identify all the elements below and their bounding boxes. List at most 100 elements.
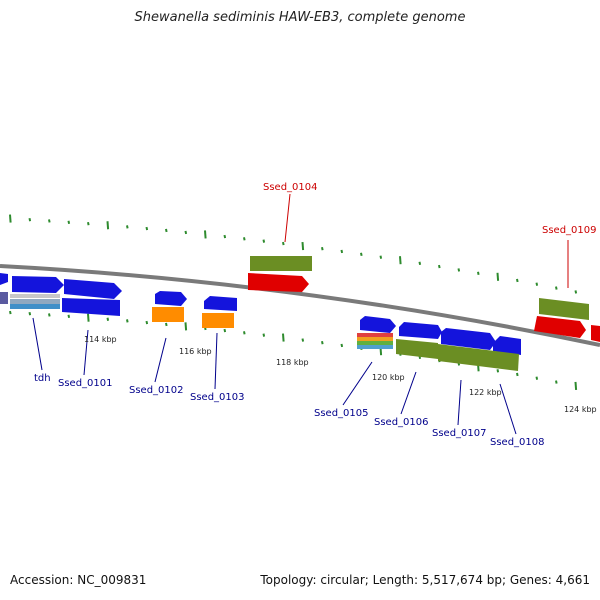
minor-tick xyxy=(165,228,168,233)
cds-feature[interactable] xyxy=(0,273,8,285)
major-tick xyxy=(106,221,110,230)
major-tick xyxy=(399,256,402,265)
minor-tick xyxy=(340,343,344,348)
orange-feature[interactable] xyxy=(202,313,234,328)
minor-tick xyxy=(457,268,461,272)
minor-tick xyxy=(321,341,324,345)
genome-backbone xyxy=(0,264,600,347)
label-connectors xyxy=(32,193,569,435)
cds-feature[interactable] xyxy=(62,298,120,316)
tick-label: 122 kbp xyxy=(469,388,502,397)
gene-label-ssed-0109[interactable]: Ssed_0109 xyxy=(542,225,597,236)
olive-feature[interactable] xyxy=(438,344,519,371)
genome-summary-text: Topology: circular; Length: 5,517,674 bp… xyxy=(260,573,590,587)
minor-tick xyxy=(301,338,305,342)
minor-tick xyxy=(145,320,149,325)
minor-tick xyxy=(555,380,558,384)
tick-label: 120 kbp xyxy=(372,373,405,382)
feature-stripe[interactable] xyxy=(357,341,393,345)
feature-group-right xyxy=(357,298,600,371)
minor-tick xyxy=(28,217,32,222)
minor-tick xyxy=(555,286,558,290)
gene-label-ssed-0102[interactable]: Ssed_0102 xyxy=(129,385,184,396)
tick-label: 114 kbp xyxy=(84,335,117,344)
minor-tick xyxy=(516,372,519,377)
major-tick xyxy=(496,272,500,281)
cds-feature[interactable] xyxy=(155,291,187,306)
minor-tick xyxy=(438,264,441,269)
cds-feature[interactable] xyxy=(64,279,122,299)
rna-feature[interactable] xyxy=(10,299,60,304)
major-tick xyxy=(574,381,578,391)
rna-feature[interactable] xyxy=(10,294,60,298)
gene-label-ssed-0106[interactable]: Ssed_0106 xyxy=(374,417,429,428)
minor-tick xyxy=(262,333,266,337)
minor-tick xyxy=(145,226,149,231)
tick-label: 118 kbp xyxy=(276,358,309,367)
minor-tick xyxy=(67,314,71,318)
major-tick xyxy=(204,230,207,239)
red-feature[interactable] xyxy=(248,273,309,292)
minor-tick xyxy=(321,247,324,251)
gene-label-ssed-0108[interactable]: Ssed_0108 xyxy=(490,437,545,448)
rna-feature[interactable] xyxy=(10,304,60,309)
minor-tick xyxy=(184,230,188,235)
major-tick xyxy=(301,242,305,251)
minor-tick xyxy=(243,237,246,241)
minor-tick xyxy=(87,222,90,226)
olive-feature[interactable] xyxy=(396,339,438,359)
minor-tick xyxy=(28,311,32,316)
feature-group-ssed-0104 xyxy=(248,256,312,292)
cds-feature[interactable] xyxy=(12,276,64,293)
minor-tick xyxy=(379,255,383,259)
major-tick xyxy=(9,214,12,223)
minor-tick xyxy=(48,219,51,223)
minor-tick xyxy=(535,376,539,380)
minor-tick xyxy=(223,328,227,333)
minor-tick xyxy=(282,241,285,246)
minor-tick xyxy=(48,313,51,317)
cds-feature[interactable] xyxy=(441,328,496,350)
gene-label-ssed-0101[interactable]: Ssed_0101 xyxy=(58,378,113,389)
major-tick xyxy=(282,333,285,342)
feature-group-left xyxy=(0,273,122,316)
feature-stripe[interactable] xyxy=(357,337,393,341)
red-feature[interactable] xyxy=(591,325,600,342)
minor-tick xyxy=(477,271,480,276)
feature-stripe[interactable] xyxy=(357,345,393,349)
tick-label: 116 kbp xyxy=(179,347,212,356)
minor-tick xyxy=(243,331,246,335)
cds-feature[interactable] xyxy=(360,316,396,333)
tick-label: 124 kbp xyxy=(564,405,597,414)
minor-tick xyxy=(106,317,110,321)
gene-label-tdh[interactable]: tdh xyxy=(34,373,51,384)
gene-label-ssed-0103[interactable]: Ssed_0103 xyxy=(190,392,245,403)
minor-tick xyxy=(418,261,422,266)
minor-tick xyxy=(126,319,129,323)
minor-tick xyxy=(360,252,363,256)
gene-labels: tdh Ssed_0101 Ssed_0102 Ssed_0103 Ssed_0… xyxy=(34,182,597,448)
page-title: Shewanella sediminis HAW-EB3, complete g… xyxy=(134,10,466,25)
outer-dotted-track xyxy=(9,214,578,294)
red-feature[interactable] xyxy=(534,316,586,338)
gene-label-ssed-0105[interactable]: Ssed_0105 xyxy=(314,408,369,419)
olive-feature[interactable] xyxy=(539,298,589,320)
inner-dotted-track xyxy=(9,310,578,391)
gene-label-ssed-0107[interactable]: Ssed_0107 xyxy=(432,428,487,439)
feature-stripe[interactable] xyxy=(357,333,393,337)
feature-block[interactable] xyxy=(0,292,8,304)
cds-feature[interactable] xyxy=(204,296,237,311)
minor-tick xyxy=(516,278,519,283)
olive-feature[interactable] xyxy=(250,256,312,271)
orange-feature[interactable] xyxy=(152,307,184,322)
minor-tick xyxy=(165,322,168,327)
feature-group-ssed-0102-0103 xyxy=(152,291,237,328)
gene-label-ssed-0104[interactable]: Ssed_0104 xyxy=(263,182,318,193)
cds-feature[interactable] xyxy=(493,336,521,355)
minor-tick xyxy=(9,310,12,315)
minor-tick xyxy=(262,239,266,243)
cds-feature[interactable] xyxy=(399,322,442,339)
minor-tick xyxy=(223,234,227,239)
minor-tick xyxy=(574,290,578,294)
